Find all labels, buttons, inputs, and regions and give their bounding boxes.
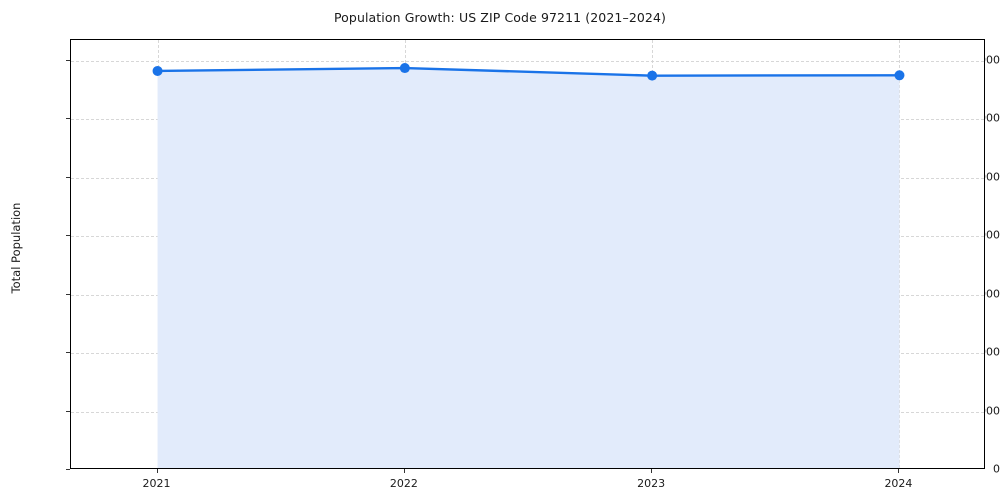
y-tick-mark xyxy=(66,118,70,120)
y-tick-label: 0 xyxy=(993,462,1000,476)
area-fill xyxy=(157,68,900,468)
x-tick-label: 2024 xyxy=(884,477,913,490)
plot-inner xyxy=(71,40,984,468)
x-tick-mark xyxy=(156,469,158,473)
y-tick-mark xyxy=(66,410,70,412)
y-axis-label: Total Population xyxy=(9,202,23,294)
y-tick-mark xyxy=(66,469,70,470)
gridline-vertical xyxy=(899,40,901,468)
y-tick-mark xyxy=(66,352,70,354)
y-tick-mark xyxy=(66,235,70,237)
y-tick-mark xyxy=(66,293,70,295)
chart-title: Population Growth: US ZIP Code 97211 (20… xyxy=(333,10,667,25)
x-tick-mark xyxy=(403,469,405,473)
x-tick-label: 2021 xyxy=(142,477,171,490)
series-line-total-population xyxy=(152,63,905,468)
x-tick-label: 2023 xyxy=(637,477,666,490)
data-point-markers xyxy=(152,63,905,81)
x-tick-label: 2022 xyxy=(389,477,418,490)
gridline-horizontal xyxy=(71,61,984,63)
data-point-marker xyxy=(647,70,658,81)
data-point-marker xyxy=(399,63,410,74)
plot-area xyxy=(70,39,985,469)
data-point-marker xyxy=(152,65,163,76)
y-tick-mark xyxy=(66,60,70,62)
x-tick-mark xyxy=(898,469,900,473)
line-path xyxy=(156,66,901,77)
y-tick-mark xyxy=(66,176,70,178)
x-tick-mark xyxy=(651,469,653,473)
data-point-marker xyxy=(894,70,905,81)
